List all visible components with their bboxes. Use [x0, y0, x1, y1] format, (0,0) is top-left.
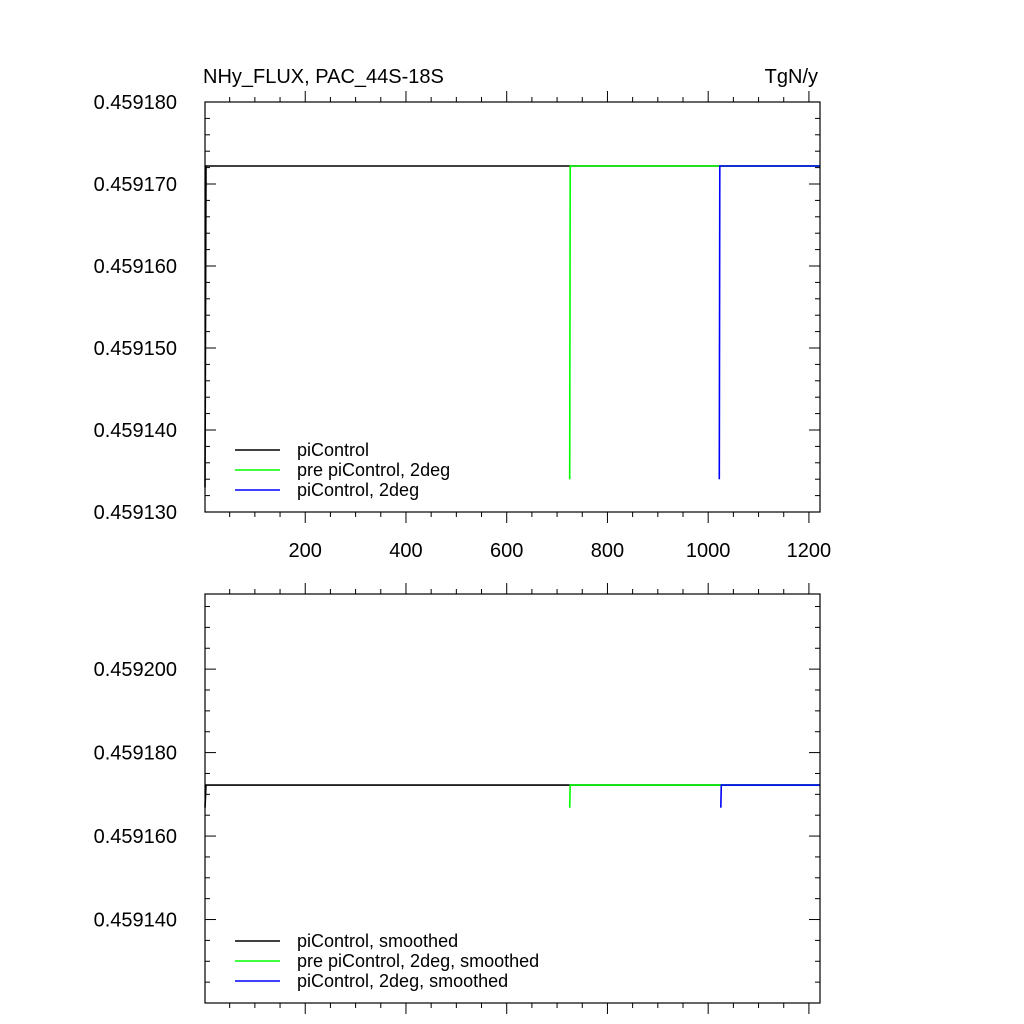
legend-label-1: piControl, smoothed — [297, 931, 458, 951]
y-tick-label: 0.459150 — [94, 338, 177, 360]
y-tick-label: 0.459160 — [94, 256, 177, 278]
series-line-3 — [720, 784, 820, 808]
x-tick-label: 600 — [490, 540, 523, 562]
legend-label-2: pre piControl, 2deg — [297, 460, 450, 480]
y-tick-label: 0.459130 — [94, 502, 177, 524]
x-tick-label: 400 — [389, 540, 422, 562]
y-tick-label: 0.459170 — [94, 174, 177, 196]
panel-1: 200 400 600 800 1000 1200 0.459130 0.459140 0.45… — [94, 66, 832, 562]
series-line-1 — [204, 784, 820, 808]
plot-frame — [204, 101, 821, 513]
y-tick-label: 0.459180 — [94, 743, 177, 765]
series-line-3 — [718, 165, 820, 480]
chart-title: NHy_FLUX, PAC_44S-18S — [203, 66, 444, 88]
x-tick-label: 1000 — [686, 540, 731, 562]
series-line-2 — [568, 165, 820, 480]
y-tick-label: 0.459160 — [94, 826, 177, 848]
legend-label-1: piControl — [297, 440, 369, 460]
legend-label-3: piControl, 2deg — [297, 480, 419, 500]
x-tick-label: 800 — [591, 540, 624, 562]
legend-label-2: pre piControl, 2deg, smoothed — [297, 951, 539, 971]
plot-frame — [204, 593, 821, 1004]
x-tick-label: 200 — [289, 540, 322, 562]
legend-label-3: piControl, 2deg, smoothed — [297, 971, 508, 991]
x-tick-label: 1200 — [787, 540, 832, 562]
y-tick-label: 0.459200 — [94, 659, 177, 681]
series-line-2 — [568, 784, 820, 808]
y-tick-label: 0.459180 — [94, 92, 177, 114]
panel-2: 0.459140 0.459160 0.459180 0.459200 piContro… — [94, 583, 821, 1014]
units-label: TgN/y — [765, 66, 818, 88]
y-tick-label: 0.459140 — [94, 420, 177, 442]
y-tick-label: 0.459140 — [94, 910, 177, 932]
